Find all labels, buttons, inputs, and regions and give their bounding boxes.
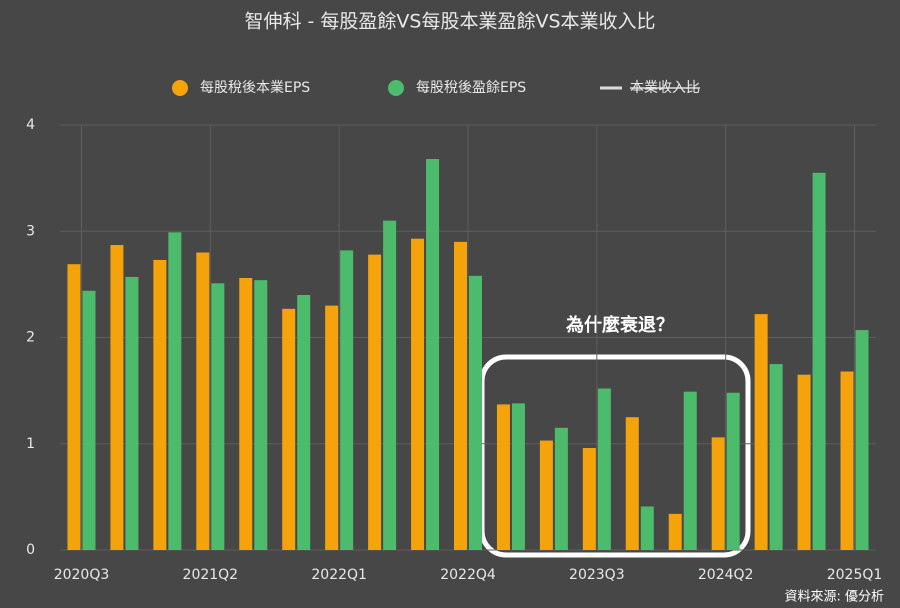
bar	[254, 280, 268, 550]
x-tick-label: 2025Q1	[827, 567, 883, 583]
x-tick-label: 2020Q3	[54, 567, 110, 583]
bar	[454, 241, 467, 550]
bar	[168, 232, 182, 550]
bar	[383, 220, 397, 550]
bar	[511, 403, 525, 550]
chart-title: 智伸科 - 每股盈餘VS每股本業盈餘VS本業收入比	[244, 11, 655, 33]
bar	[711, 437, 725, 550]
source: 資料來源: 優分析	[784, 590, 884, 605]
bar	[726, 392, 740, 550]
bar	[683, 391, 697, 550]
bar	[196, 252, 210, 550]
bar	[840, 371, 854, 550]
bar	[282, 308, 296, 550]
y-tick-label: 2	[26, 330, 35, 346]
bar	[855, 330, 869, 550]
bar	[812, 172, 826, 550]
bar	[67, 264, 81, 550]
x-tick-label: 2022Q1	[311, 567, 367, 583]
bar	[625, 417, 639, 550]
bar	[797, 374, 811, 550]
bar	[668, 513, 682, 550]
bar	[426, 159, 440, 550]
y-tick-label: 4	[26, 117, 35, 133]
bar	[340, 250, 354, 550]
bar	[539, 440, 553, 550]
y-tick-label: 3	[26, 223, 35, 239]
bar	[211, 283, 225, 550]
bar	[411, 238, 425, 550]
bar	[110, 245, 124, 550]
bar	[640, 506, 654, 550]
bar	[82, 290, 96, 550]
legend-label: 本業收入比	[630, 80, 700, 96]
legend-swatch	[172, 80, 188, 96]
x-tick-label: 2021Q2	[183, 567, 239, 583]
bar	[325, 305, 339, 550]
bar	[754, 314, 768, 550]
x-tick-label: 2022Q4	[440, 567, 496, 583]
legend-label: 每股稅後本業EPS	[200, 80, 310, 96]
bar	[239, 278, 253, 550]
bar	[769, 364, 783, 550]
x-tick-label: 2024Q2	[698, 567, 754, 583]
bar	[368, 254, 382, 550]
bar	[153, 259, 167, 550]
x-tick-label: 2023Q3	[569, 567, 625, 583]
legend-label: 每股稅後盈餘EPS	[416, 79, 526, 96]
bar	[597, 388, 611, 550]
bar	[496, 404, 510, 550]
legend-swatch	[388, 80, 404, 96]
bar	[125, 276, 139, 550]
bar	[582, 448, 596, 550]
y-tick-label: 1	[26, 436, 35, 452]
bar	[297, 295, 311, 550]
bar	[469, 275, 482, 550]
bar	[554, 427, 568, 550]
y-tick-label: 0	[26, 542, 35, 558]
annotation: 為什麼衰退？	[566, 314, 674, 336]
